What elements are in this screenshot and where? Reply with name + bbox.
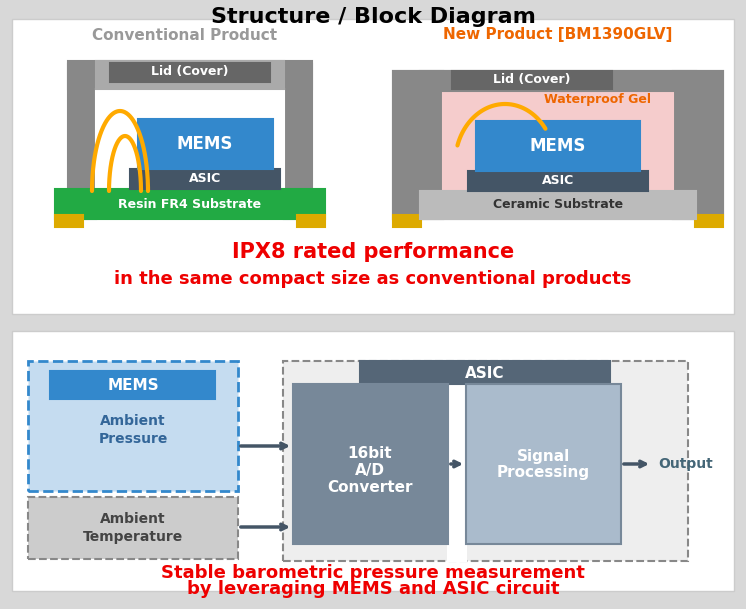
Text: 16bit: 16bit (348, 446, 392, 462)
Bar (68, 61, 312, 89)
Bar (50, 371, 215, 399)
Text: Ambient: Ambient (100, 414, 166, 428)
Text: ASIC: ASIC (189, 172, 221, 186)
Bar (283, 361, 688, 561)
Bar (452, 71, 612, 89)
Text: Resin FR4 Substrate: Resin FR4 Substrate (119, 197, 262, 211)
Bar (12, 331, 734, 591)
Text: by leveraging MEMS and ASIC circuit: by leveraging MEMS and ASIC circuit (186, 580, 560, 598)
Text: Pressure: Pressure (98, 432, 168, 446)
Bar (420, 71, 696, 91)
Bar (420, 81, 696, 214)
Text: Output: Output (658, 457, 712, 471)
Bar (55, 215, 83, 227)
Bar (468, 171, 648, 191)
Bar (360, 361, 610, 384)
Text: Lid (Cover): Lid (Cover) (151, 66, 229, 79)
Bar (12, 19, 734, 314)
Bar (130, 169, 280, 189)
Text: Conventional Product: Conventional Product (93, 27, 278, 43)
Text: Lid (Cover): Lid (Cover) (493, 74, 571, 86)
Bar (673, 71, 723, 219)
Text: Converter: Converter (327, 481, 413, 496)
Text: A/D: A/D (355, 463, 385, 479)
Bar (28, 361, 238, 491)
Bar (420, 191, 696, 219)
Bar (284, 64, 312, 219)
Text: MEMS: MEMS (107, 378, 159, 392)
Bar (297, 215, 325, 227)
Bar (466, 384, 621, 544)
Text: Ambient: Ambient (100, 512, 166, 526)
Bar (110, 63, 270, 82)
Text: ASIC: ASIC (466, 365, 505, 381)
Bar (138, 119, 273, 169)
Text: Structure / Block Diagram: Structure / Block Diagram (210, 7, 536, 27)
Text: Signal: Signal (516, 448, 570, 463)
Bar (443, 91, 673, 194)
Text: Temperature: Temperature (83, 530, 183, 544)
Text: ASIC: ASIC (542, 175, 574, 188)
Bar (393, 71, 723, 219)
Bar (293, 384, 448, 544)
Text: Stable barometric pressure measurement: Stable barometric pressure measurement (161, 564, 585, 582)
Bar (695, 215, 723, 227)
Bar (476, 121, 640, 171)
Bar (96, 61, 284, 89)
Bar (96, 89, 284, 194)
Bar (68, 64, 96, 219)
Bar (393, 215, 421, 227)
Text: MEMS: MEMS (530, 137, 586, 155)
Bar (393, 71, 443, 219)
Bar (448, 384, 466, 561)
Bar (28, 497, 238, 559)
Text: Waterproof Gel: Waterproof Gel (545, 93, 651, 105)
Text: MEMS: MEMS (177, 135, 233, 153)
Text: Ceramic Substrate: Ceramic Substrate (493, 199, 623, 211)
Bar (55, 189, 325, 219)
Text: Processing: Processing (496, 465, 589, 481)
Text: in the same compact size as conventional products: in the same compact size as conventional… (114, 270, 632, 288)
Text: IPX8 rated performance: IPX8 rated performance (232, 242, 514, 262)
Text: New Product [BM1390GLV]: New Product [BM1390GLV] (443, 27, 673, 43)
